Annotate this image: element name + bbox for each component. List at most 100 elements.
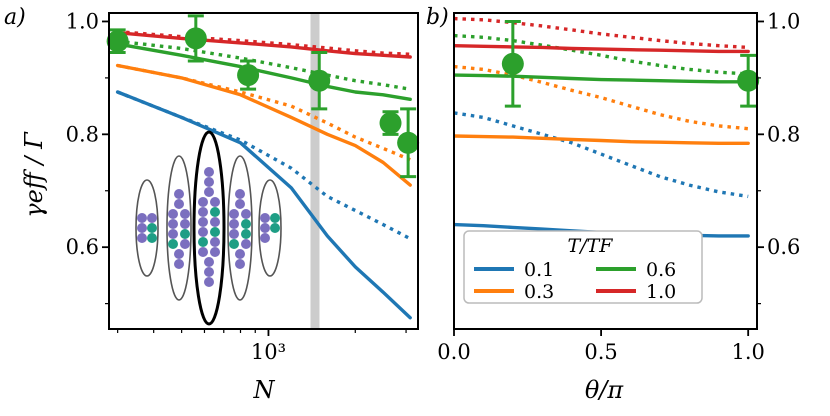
- cluster-ellipse-3: [227, 155, 253, 301]
- atom-purple: [180, 219, 190, 229]
- atom-purple: [235, 199, 245, 209]
- atom-purple: [147, 213, 157, 223]
- atom-purple: [137, 213, 147, 223]
- atom-purple: [235, 259, 245, 269]
- atom-purple: [198, 227, 208, 237]
- legend-label-0.3: 0.3: [524, 281, 554, 303]
- atom-purple: [198, 207, 208, 217]
- panel-a-ytick-label-1: 0.8: [66, 122, 99, 146]
- y-axis-label: γeff / Γ: [20, 131, 48, 218]
- panel-a-data-point-3: [308, 51, 331, 111]
- atom-purple: [198, 247, 208, 257]
- panel-a-marker-1: [184, 27, 207, 50]
- panel-a-series-0.3-solid: [115, 63, 412, 187]
- panel-a-marker-0: [106, 30, 129, 53]
- panel-b-xtick-label-0: 0.0: [437, 340, 470, 364]
- atom-purple: [168, 219, 178, 229]
- legend-title: T/TF: [568, 235, 614, 257]
- atom-purple: [168, 229, 178, 239]
- panel-a-series-0.6-dotted: [117, 39, 411, 91]
- atom-purple: [174, 189, 184, 199]
- panel-b-series-0.3-solid: [454, 134, 750, 146]
- legend-box: [463, 230, 703, 304]
- panel-a-data-point-0: [106, 28, 129, 54]
- atom-teal: [180, 229, 190, 239]
- atom-purple: [198, 217, 208, 227]
- cluster-ellipse-2: [192, 130, 226, 326]
- x-axis-label-b: θ/π: [585, 376, 625, 404]
- atom-purple: [137, 233, 147, 243]
- atom-teal: [147, 233, 157, 243]
- atom-teal: [210, 227, 220, 237]
- panel-b: 0.6 0.8 1.0 0.0 0.5 1.0: [437, 9, 800, 364]
- panel-a-label: a): [4, 5, 26, 30]
- atom-purple: [260, 213, 270, 223]
- panel-b-ytick-label-2: 1.0: [767, 9, 800, 33]
- cluster-ellipse-1: [166, 155, 192, 301]
- panel-b-series-0.6-dotted: [454, 33, 749, 76]
- panel-b-frame: [453, 12, 758, 330]
- atom-cluster-inset: [135, 130, 282, 326]
- legend-label-1.0: 1.0: [646, 281, 676, 303]
- panel-b-xtick-label-2: 1.0: [731, 340, 764, 364]
- atom-purple: [174, 259, 184, 269]
- panel-b-data-point-1: [737, 53, 760, 108]
- atom-cluster-0: [135, 179, 159, 277]
- panel-b-xtick-label-1: 0.5: [584, 340, 617, 364]
- panel-a-data-point-4: [379, 110, 402, 136]
- atom-purple: [180, 239, 190, 249]
- atom-teal: [270, 223, 280, 233]
- panel-b-series-1.0-solid: [454, 44, 750, 54]
- panel-a-plot-area: [115, 13, 412, 329]
- panel-b-marker-1: [737, 69, 760, 92]
- legend-label-0.1: 0.1: [524, 259, 554, 281]
- panel-a-frame: [108, 12, 419, 330]
- atom-teal: [270, 213, 280, 223]
- atom-purple: [241, 209, 251, 219]
- atom-purple: [260, 233, 270, 243]
- panel-a-xtick-label-0: 10³: [251, 340, 286, 364]
- panel-a-marker-2: [237, 64, 260, 87]
- atom-purple: [210, 247, 220, 257]
- atom-teal: [229, 239, 239, 249]
- panel-b-ytick-label-0: 0.6: [767, 235, 800, 259]
- panel-a-data-point-2: [237, 59, 260, 91]
- atom-purple: [204, 277, 214, 287]
- atom-purple: [168, 209, 178, 219]
- atom-purple: [229, 219, 239, 229]
- atom-purple: [235, 249, 245, 259]
- atom-purple: [204, 177, 214, 187]
- atom-cluster-1: [166, 155, 192, 301]
- atom-teal: [168, 239, 178, 249]
- atom-teal: [241, 219, 251, 229]
- panel-b-plot-area: [454, 16, 750, 238]
- atom-purple: [210, 217, 220, 227]
- atom-teal: [198, 237, 208, 247]
- panel-a-marker-5: [397, 131, 420, 154]
- atom-purple: [180, 209, 190, 219]
- atom-purple: [174, 199, 184, 209]
- panel-b-marker-0: [501, 52, 524, 75]
- atom-purple: [210, 237, 220, 247]
- atom-purple: [174, 249, 184, 259]
- panel-b-series-0.1-dotted: [454, 111, 749, 199]
- atom-teal: [241, 229, 251, 239]
- panel-a-series-0.3-dotted: [117, 63, 411, 162]
- atom-purple: [137, 223, 147, 233]
- panel-a-series-0.1-dotted: [116, 90, 411, 241]
- legend: T/TF 0.1 0.3 0.6 1.0: [463, 230, 703, 304]
- panel-a-ytick-label-2: 1.0: [66, 9, 99, 33]
- atom-teal: [210, 207, 220, 217]
- atom-purple: [204, 267, 214, 277]
- atom-purple: [229, 209, 239, 219]
- atom-cluster-4: [258, 179, 282, 277]
- panel-a-data-point-5: [397, 107, 420, 179]
- legend-label-0.6: 0.6: [646, 259, 676, 281]
- atom-purple: [198, 197, 208, 207]
- atom-purple: [204, 257, 214, 267]
- atom-purple: [229, 229, 239, 239]
- x-axis-label-a: N: [253, 376, 276, 404]
- panel-a: 0.6 0.8 1.0 10³: [66, 9, 420, 364]
- atom-purple: [260, 223, 270, 233]
- atom-cluster-2: [192, 130, 226, 326]
